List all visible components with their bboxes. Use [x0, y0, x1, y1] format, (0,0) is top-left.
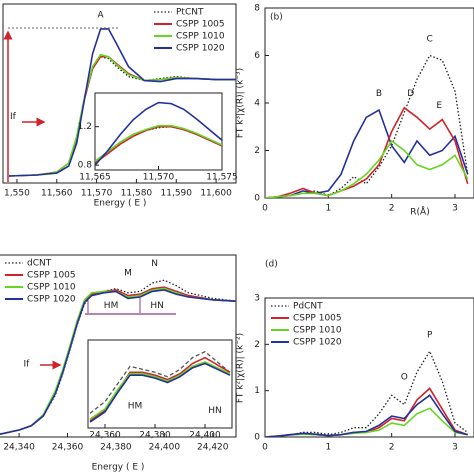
annotation: O — [401, 372, 408, 382]
series-line — [265, 106, 469, 198]
y-tick-label: 0 — [254, 194, 260, 204]
legend-label: CSPP 1010 — [176, 32, 225, 42]
annotation: HN — [150, 301, 164, 311]
x-tick-label: 2 — [389, 204, 395, 214]
x-tick-label: 24,380 — [139, 431, 171, 441]
annotation: HN — [208, 406, 222, 416]
x-tick-label: 24,360 — [89, 431, 121, 441]
x-tick-label: 11,575 — [206, 173, 238, 183]
series-line — [89, 361, 231, 420]
legend-label: dCNT — [27, 259, 52, 269]
series-line — [265, 387, 468, 437]
x-tick-label: 24,340 — [3, 443, 35, 453]
y-tick-label: 6 — [254, 51, 260, 61]
x-tick-label: 11,560 — [41, 189, 73, 199]
x-tick-label: 11,570 — [81, 189, 113, 199]
series-line — [8, 28, 236, 177]
y-tick-label: 8 — [254, 4, 260, 14]
x-tick-label: 1 — [325, 204, 331, 214]
series-line — [265, 394, 468, 437]
inset-box — [87, 339, 233, 429]
x-axis-label: Energy ( E ) — [92, 463, 145, 473]
x-tick-label: 11,565 — [79, 173, 111, 183]
x-tick-label: 24,380 — [100, 443, 132, 453]
x-tick-label: 11,590 — [161, 189, 193, 199]
annotation: HM — [128, 402, 143, 412]
series-line — [95, 125, 222, 164]
legend-label: CSPP 1020 — [176, 44, 225, 54]
x-tick-label: 24,360 — [52, 443, 84, 453]
y-tick-label: 3 — [254, 294, 260, 304]
x-tick-label: 11,580 — [121, 189, 153, 199]
x-tick-label: 11,600 — [200, 189, 232, 199]
series-line — [265, 108, 469, 198]
legend-label: CSPP 1010 — [293, 326, 342, 336]
y-axis-label: FT k³|χ(R)| (k⁻³) — [236, 68, 246, 138]
legend-label: CSPP 1010 — [27, 283, 76, 293]
y-tick-label: 0.8 — [78, 161, 93, 171]
y-tick-label: 1.2 — [78, 122, 92, 132]
x-tick-label: 3 — [452, 443, 458, 453]
x-tick-label: 1 — [325, 443, 331, 453]
x-tick-label: 1,550 — [4, 189, 30, 199]
y-tick-label: 4 — [254, 99, 260, 109]
series-line — [265, 407, 468, 437]
series-line — [95, 101, 222, 166]
y-tick-label: 1 — [254, 386, 260, 396]
annotation: B — [376, 89, 382, 99]
x-axis-label: Energy ( E ) — [94, 199, 147, 209]
inset-box — [94, 92, 223, 171]
y-tick-label: 2 — [254, 340, 260, 350]
series-line — [265, 349, 469, 437]
annotation: A — [97, 10, 104, 20]
series-line — [265, 54, 469, 198]
x-tick-label: 0 — [262, 443, 268, 453]
annotation: HM — [104, 301, 119, 311]
legend-label: CSPP 1005 — [293, 314, 342, 324]
x-tick-label: 24,420 — [197, 443, 229, 453]
plot-frame — [2, 3, 237, 184]
annotation: P — [427, 331, 433, 341]
y-axis-label: FT k²|χ(R)| (k⁻²) — [236, 333, 246, 403]
plot-frame — [0, 254, 237, 438]
series-line — [0, 289, 236, 435]
panel-label: (b) — [270, 13, 283, 23]
legend-label: CSPP 1005 — [176, 20, 225, 30]
series-line — [8, 55, 236, 177]
x-tick-label: 3 — [452, 204, 458, 214]
y-tick-label: 2 — [254, 146, 260, 156]
panel-label: (d) — [265, 260, 278, 270]
series-line — [265, 139, 469, 198]
annotation: M — [124, 269, 132, 279]
series-line — [95, 124, 222, 162]
annotation: N — [151, 259, 158, 269]
series-line — [89, 350, 231, 414]
legend-label: CSPP 1020 — [27, 295, 76, 305]
legend-label: CSPP 1005 — [27, 271, 76, 281]
y-tick-label: 0 — [254, 433, 260, 443]
legend-label: PdCNT — [293, 302, 323, 312]
x-tick-label: 0 — [262, 204, 268, 214]
plot-frame — [264, 297, 474, 438]
x-axis-label: R(Å) — [410, 206, 429, 218]
x-tick-label: 11,570 — [143, 173, 175, 183]
x-tick-label: 24,400 — [149, 443, 181, 453]
annotation: E — [436, 101, 442, 111]
x-tick-label: 24,400 — [189, 431, 221, 441]
legend-label: PtCNT — [176, 8, 204, 18]
legend-label: CSPP 1020 — [293, 338, 342, 348]
annotation: D — [407, 89, 414, 99]
x-tick-label: 2 — [389, 443, 395, 453]
annotation: C — [427, 34, 433, 44]
annotation: If — [23, 360, 30, 370]
series-line — [89, 362, 231, 423]
annotation: If — [10, 112, 17, 122]
